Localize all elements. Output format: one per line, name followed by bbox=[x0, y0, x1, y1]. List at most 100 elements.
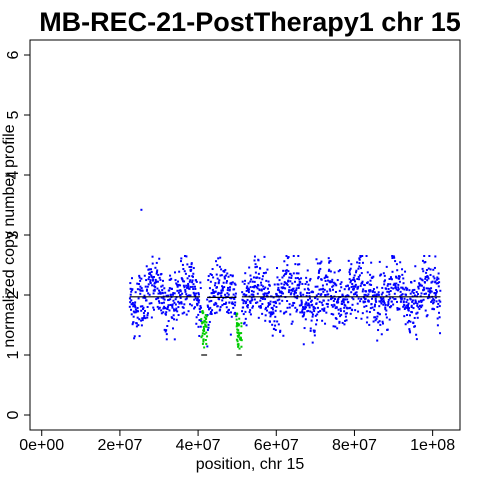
data-point bbox=[308, 297, 311, 300]
loss-point bbox=[237, 345, 240, 348]
data-point bbox=[180, 257, 183, 260]
data-point bbox=[163, 287, 166, 290]
data-point bbox=[174, 303, 177, 306]
data-point bbox=[331, 305, 334, 308]
data-point bbox=[261, 302, 264, 305]
data-point bbox=[313, 329, 316, 332]
data-point bbox=[296, 308, 299, 311]
data-point bbox=[292, 255, 295, 257]
data-point bbox=[148, 276, 151, 279]
data-point bbox=[354, 285, 357, 288]
data-point bbox=[358, 274, 361, 277]
data-point bbox=[423, 255, 426, 257]
data-point bbox=[403, 304, 406, 307]
data-point bbox=[150, 274, 153, 277]
data-point bbox=[377, 293, 380, 296]
data-point bbox=[162, 301, 165, 304]
loss-point bbox=[203, 319, 206, 322]
data-point bbox=[188, 294, 191, 297]
data-point bbox=[356, 277, 359, 280]
data-point bbox=[299, 294, 302, 297]
data-point bbox=[293, 280, 296, 283]
data-point bbox=[431, 307, 434, 310]
data-point bbox=[210, 299, 213, 302]
data-point bbox=[414, 301, 417, 304]
data-point bbox=[378, 313, 381, 316]
data-point bbox=[393, 298, 396, 301]
data-point bbox=[271, 334, 274, 337]
data-point bbox=[195, 280, 198, 283]
data-point bbox=[178, 270, 181, 273]
data-point bbox=[162, 307, 165, 310]
data-point bbox=[233, 304, 236, 307]
data-point bbox=[149, 282, 152, 285]
data-point bbox=[139, 305, 142, 308]
data-point bbox=[317, 271, 320, 274]
data-point bbox=[327, 293, 330, 296]
data-point bbox=[435, 300, 438, 303]
data-point bbox=[247, 291, 250, 294]
data-point bbox=[413, 294, 416, 297]
data-point bbox=[325, 283, 328, 286]
data-point bbox=[226, 272, 229, 275]
loss-point bbox=[201, 310, 204, 313]
data-point bbox=[420, 284, 423, 287]
data-point bbox=[136, 306, 139, 309]
data-point bbox=[326, 290, 329, 293]
data-point bbox=[369, 273, 372, 276]
data-point bbox=[174, 298, 177, 301]
data-point bbox=[384, 308, 387, 311]
data-point bbox=[414, 300, 417, 303]
data-point bbox=[312, 291, 315, 294]
data-point bbox=[312, 306, 315, 309]
data-point bbox=[140, 309, 143, 312]
data-point bbox=[423, 292, 426, 295]
data-point bbox=[150, 302, 153, 305]
data-point bbox=[405, 293, 408, 296]
data-point bbox=[283, 311, 286, 314]
loss-point bbox=[202, 325, 205, 328]
data-point bbox=[403, 297, 406, 300]
data-point bbox=[283, 281, 286, 284]
data-point bbox=[294, 263, 297, 266]
loss-point bbox=[237, 322, 240, 325]
data-point bbox=[392, 303, 395, 306]
data-point bbox=[130, 313, 133, 316]
data-point bbox=[356, 302, 359, 305]
data-point bbox=[192, 288, 195, 291]
data-point bbox=[185, 297, 188, 300]
data-point bbox=[301, 282, 304, 285]
data-point bbox=[198, 308, 201, 311]
data-point bbox=[437, 272, 440, 275]
data-point bbox=[348, 287, 351, 290]
data-point bbox=[139, 292, 142, 295]
data-point bbox=[226, 289, 229, 292]
data-point bbox=[305, 294, 308, 297]
data-point bbox=[327, 299, 330, 302]
data-point bbox=[368, 323, 371, 326]
data-point bbox=[375, 294, 378, 297]
data-point bbox=[285, 255, 288, 257]
data-point bbox=[313, 334, 316, 337]
data-point bbox=[273, 304, 276, 307]
data-point bbox=[214, 282, 217, 285]
data-point bbox=[224, 268, 227, 271]
data-point bbox=[197, 301, 200, 304]
data-point bbox=[406, 321, 409, 324]
data-point bbox=[171, 306, 174, 309]
data-point bbox=[343, 288, 346, 291]
data-point bbox=[191, 281, 194, 284]
data-point bbox=[271, 308, 274, 311]
data-point bbox=[176, 289, 179, 292]
data-point bbox=[391, 296, 394, 299]
data-point bbox=[196, 297, 199, 300]
data-point bbox=[162, 311, 165, 314]
data-point bbox=[251, 306, 254, 309]
data-point bbox=[175, 283, 178, 286]
data-point bbox=[326, 305, 329, 308]
data-point bbox=[387, 287, 390, 290]
data-point bbox=[264, 286, 267, 289]
data-point bbox=[139, 279, 142, 282]
data-point bbox=[385, 294, 388, 297]
data-point bbox=[387, 302, 390, 305]
